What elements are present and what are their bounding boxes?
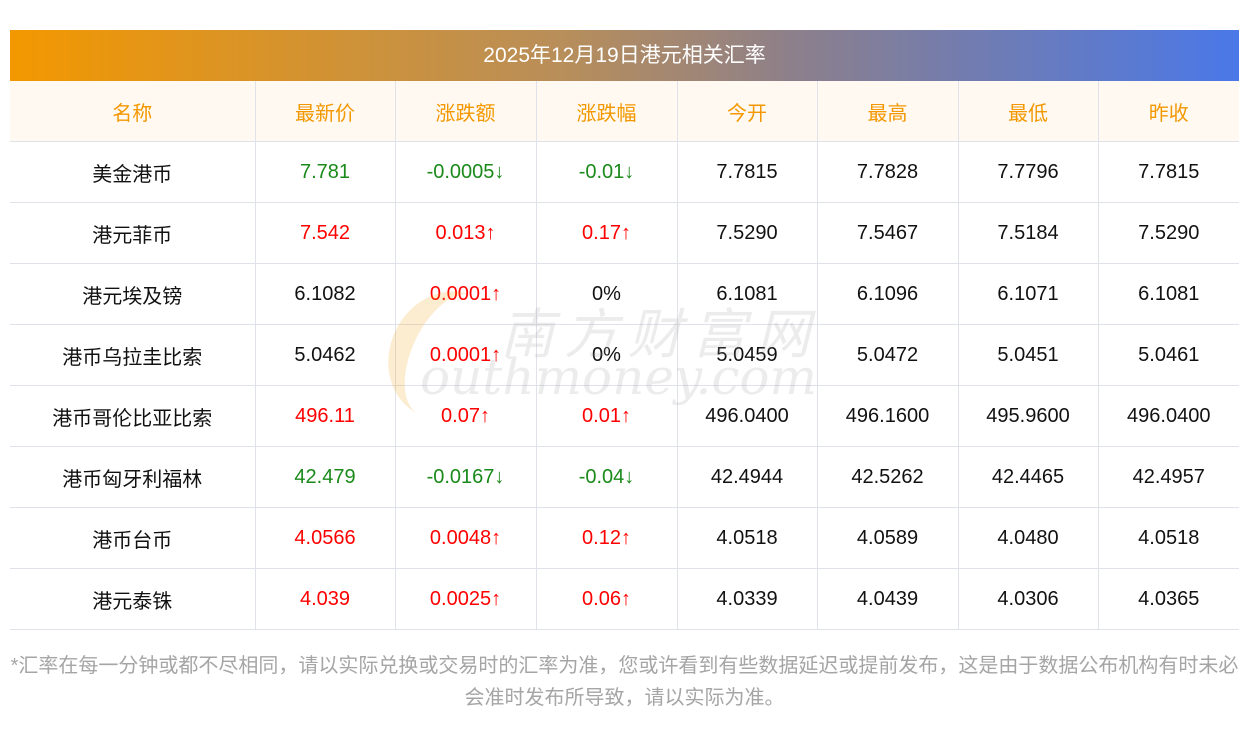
cell-change: 0.013↑ <box>394 202 537 264</box>
cell-latest: 4.0566 <box>254 507 396 569</box>
cell-prev: 4.0518 <box>1097 507 1239 569</box>
disclaimer-note: *汇率在每一分钟或都不尽相同，请以实际兑换或交易时的汇率为准，您或许看到有些数据… <box>10 655 1239 709</box>
cell-name: 港币乌拉圭比索 <box>10 324 256 386</box>
cell-high: 42.5262 <box>816 446 959 508</box>
cell-name: 港元埃及镑 <box>10 263 256 325</box>
cell-high: 5.0472 <box>816 324 959 386</box>
cell-name: 港元泰铢 <box>10 568 256 630</box>
table-row: 港币台币 4.0566 0.0048↑ 0.12↑ 4.0518 4.0589 4.0480… <box>10 507 1239 569</box>
column-header: 最低 <box>957 81 1099 142</box>
cell-prev: 7.7815 <box>1097 141 1239 203</box>
table-row: 港元泰铢 4.039 0.0025↑ 0.06↑ 4.0339 4.0439 4.0306 4… <box>10 568 1239 630</box>
column-header: 最新价 <box>254 81 396 142</box>
cell-low: 4.0480 <box>957 507 1099 569</box>
table-row: 美金港币 7.781 -0.0005↓ -0.01↓ 7.7815 7.7828 7.779… <box>10 141 1239 203</box>
table-row: 港元埃及镑 6.1082 0.0001↑ 0% 6.1081 6.1096 6.1071 6.… <box>10 263 1239 325</box>
cell-open: 5.0459 <box>676 324 818 386</box>
cell-pct: 0.06↑ <box>535 568 678 630</box>
cell-name: 港币台币 <box>10 507 256 569</box>
cell-open: 42.4944 <box>676 446 818 508</box>
cell-pct: -0.01↓ <box>535 141 678 203</box>
cell-open: 4.0339 <box>676 568 818 630</box>
cell-low: 7.7796 <box>957 141 1099 203</box>
cell-pct: 0.17↑ <box>535 202 678 264</box>
cell-low: 6.1071 <box>957 263 1099 325</box>
cell-high: 7.5467 <box>816 202 959 264</box>
table-row: 港币哥伦比亚比索 496.11 0.07↑ 0.01↑ 496.0400 496.1600… <box>10 385 1239 447</box>
table-title: 2025年12月19日港元相关汇率 <box>10 30 1239 81</box>
cell-low: 5.0451 <box>957 324 1099 386</box>
column-header: 最高 <box>816 81 959 142</box>
cell-high: 4.0439 <box>816 568 959 630</box>
cell-open: 4.0518 <box>676 507 818 569</box>
cell-name: 港币匈牙利福林 <box>10 446 256 508</box>
column-header: 涨跌幅 <box>535 81 678 142</box>
cell-prev: 496.0400 <box>1097 385 1239 447</box>
cell-change: 0.07↑ <box>394 385 537 447</box>
table-row: 港元菲币 7.542 0.013↑ 0.17↑ 7.5290 7.5467 7.5184 7.… <box>10 202 1239 264</box>
header-row: 名称 最新价 涨跌额 涨跌幅 今开 最高 最低 昨收 <box>10 81 1239 142</box>
cell-pct: 0% <box>535 263 678 325</box>
column-header: 名称 <box>10 81 256 142</box>
cell-latest: 5.0462 <box>254 324 396 386</box>
cell-pct: 0.01↑ <box>535 385 678 447</box>
cell-change: 0.0025↑ <box>394 568 537 630</box>
cell-low: 7.5184 <box>957 202 1099 264</box>
cell-open: 496.0400 <box>676 385 818 447</box>
cell-latest: 42.479 <box>254 446 396 508</box>
cell-high: 4.0589 <box>816 507 959 569</box>
cell-prev: 42.4957 <box>1097 446 1239 508</box>
table-row: 港币匈牙利福林 42.479 -0.0167↓ -0.04↓ 42.4944 42.526… <box>10 446 1239 508</box>
column-header: 涨跌额 <box>394 81 537 142</box>
cell-open: 6.1081 <box>676 263 818 325</box>
cell-prev: 5.0461 <box>1097 324 1239 386</box>
table-row: 港币乌拉圭比索 5.0462 0.0001↑ 0% 5.0459 5.0472 5.0451… <box>10 324 1239 386</box>
column-header: 昨收 <box>1097 81 1239 142</box>
cell-high: 6.1096 <box>816 263 959 325</box>
cell-high: 496.1600 <box>816 385 959 447</box>
cell-pct: 0.12↑ <box>535 507 678 569</box>
cell-name: 港币哥伦比亚比索 <box>10 385 256 447</box>
cell-pct: -0.04↓ <box>535 446 678 508</box>
column-header: 今开 <box>676 81 818 142</box>
exchange-rate-table: 名称 最新价 涨跌额 涨跌幅 今开 最高 最低 昨收 美金港币 7.781 -0.0005↓ -0.… <box>10 81 1239 630</box>
cell-prev: 7.5290 <box>1097 202 1239 264</box>
cell-name: 美金港币 <box>10 141 256 203</box>
cell-latest: 6.1082 <box>254 263 396 325</box>
cell-change: -0.0005↓ <box>394 141 537 203</box>
cell-low: 4.0306 <box>957 568 1099 630</box>
cell-high: 7.7828 <box>816 141 959 203</box>
cell-name: 港元菲币 <box>10 202 256 264</box>
cell-latest: 496.11 <box>254 385 396 447</box>
cell-change: 0.0001↑ <box>394 324 537 386</box>
cell-change: 0.0048↑ <box>394 507 537 569</box>
cell-change: 0.0001↑ <box>394 263 537 325</box>
cell-latest: 4.039 <box>254 568 396 630</box>
cell-low: 42.4465 <box>957 446 1099 508</box>
cell-open: 7.5290 <box>676 202 818 264</box>
cell-change: -0.0167↓ <box>394 446 537 508</box>
cell-pct: 0% <box>535 324 678 386</box>
cell-open: 7.7815 <box>676 141 818 203</box>
cell-prev: 4.0365 <box>1097 568 1239 630</box>
cell-latest: 7.542 <box>254 202 396 264</box>
cell-low: 495.9600 <box>957 385 1099 447</box>
cell-prev: 6.1081 <box>1097 263 1239 325</box>
cell-latest: 7.781 <box>254 141 396 203</box>
